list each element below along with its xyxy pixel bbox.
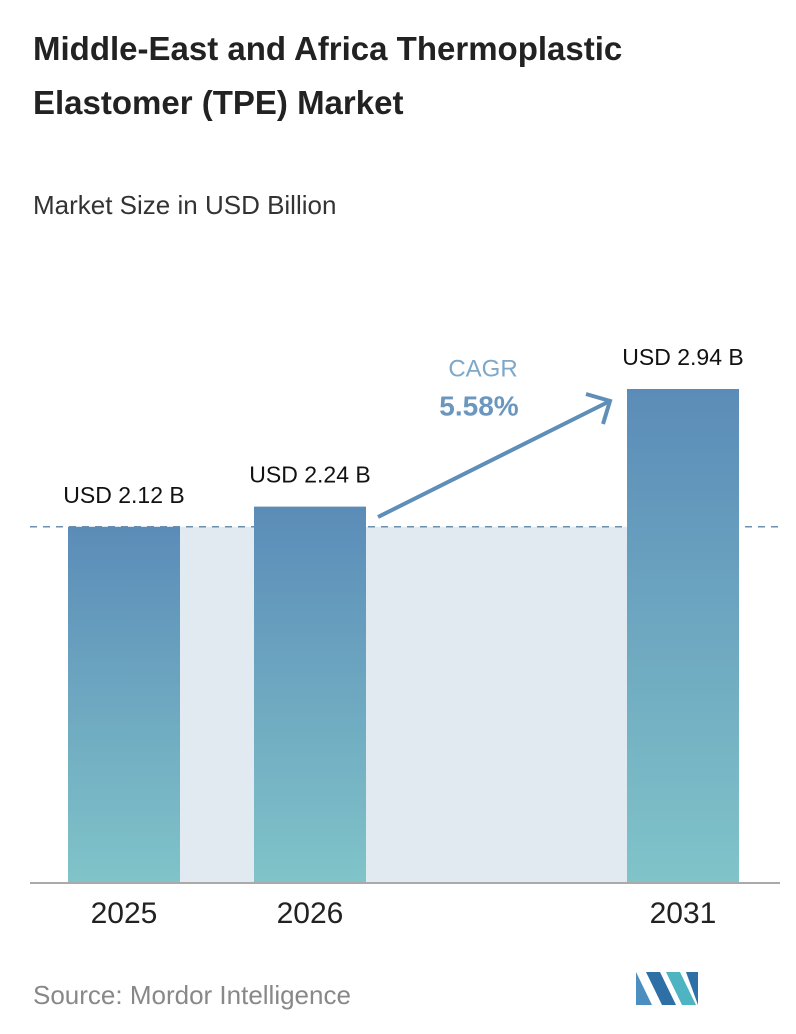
value-label: USD 2.12 B <box>63 482 184 508</box>
chart-subtitle: Market Size in USD Billion <box>33 190 337 220</box>
cagr-value: 5.58% <box>439 390 518 421</box>
chart-title: Middle-East and Africa Thermoplastic Ela… <box>33 30 623 121</box>
reference-band <box>180 526 627 883</box>
cagr-label: CAGR <box>448 355 517 382</box>
source: Source: Mordor Intelligence <box>33 980 351 1010</box>
cagr-arrow <box>377 399 611 519</box>
cagr-arrow-head <box>585 392 613 425</box>
x-tick-label: 2031 <box>650 897 717 930</box>
bar <box>68 526 180 883</box>
x-tick-label: 2026 <box>277 897 344 930</box>
bar <box>254 506 366 883</box>
value-label: USD 2.94 B <box>622 344 743 370</box>
logo <box>636 972 698 1005</box>
value-label: USD 2.24 B <box>249 462 370 488</box>
bar <box>627 389 739 883</box>
x-tick-label: 2025 <box>91 897 158 930</box>
